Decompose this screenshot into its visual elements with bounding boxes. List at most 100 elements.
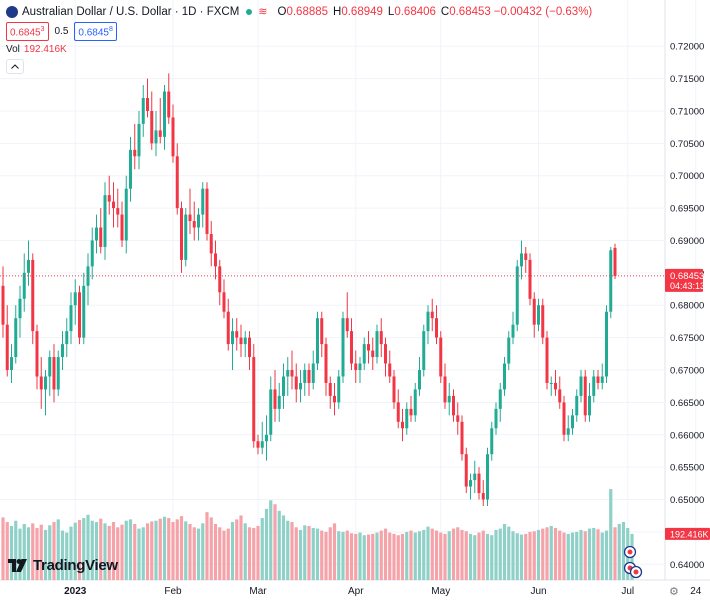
candle-body [371,350,375,358]
candle [532,292,536,338]
candle-body [299,382,302,390]
candle [311,350,315,390]
volume-bar [39,524,43,580]
buy-button[interactable]: 0.68458 [74,22,117,42]
time-tick-label: Feb [164,586,182,597]
candle [61,331,64,370]
candle-body [571,415,574,429]
candle [609,246,613,319]
candle [379,318,383,358]
candle-body [269,389,273,435]
candle-body [239,337,243,345]
volume-bar [290,522,294,580]
volume-bar [22,524,26,580]
candle [613,243,617,279]
price-tick-label: 0.65000 [670,495,704,506]
data-mode-icon[interactable]: ≋ [258,6,268,18]
volume-bar [52,522,56,580]
candle [137,110,141,170]
candle-body [562,402,566,435]
candle [367,331,370,364]
candle-body [22,272,26,299]
tradingview-logo[interactable]: TradingView [8,557,118,574]
volume-bar [477,532,481,580]
volume-bar [99,518,103,580]
candle-body [201,188,205,215]
collapse-legend-button[interactable] [6,59,24,74]
candle [226,298,230,351]
candle-body [141,98,145,124]
candle [469,473,472,500]
candle [447,382,451,416]
volume-bar [90,520,94,580]
volume-bar [409,530,413,580]
candle-body [235,331,239,338]
time-tick-label: Mar [249,586,267,597]
volume-bar [264,508,269,580]
symbol-title[interactable]: Australian Dollar / U.S. Dollar · 1D · F… [22,5,240,18]
candle-body [473,473,477,481]
volume-legend[interactable]: Vol 192.416K [6,44,67,55]
volume-bar [515,533,519,580]
candle-body [541,305,545,338]
volume-bar [128,519,133,580]
volume-bar [133,524,137,580]
symbol-legend[interactable]: Australian Dollar / U.S. Dollar · 1D · F… [6,5,595,18]
volume-bar [31,523,35,580]
candle [86,253,90,306]
candle [524,246,528,273]
candle [163,85,166,150]
volume-bar [294,527,298,580]
candle [571,408,574,435]
price-axis[interactable]: 0.72000 0.71500 0.71000 0.70500 0.70000 0.695… [670,42,704,571]
candle-body [528,259,532,299]
price-tick-label: 0.66500 [670,398,704,409]
candle [205,182,209,241]
volume-value: 192.416K [23,44,67,55]
grid-lines [0,0,710,581]
candle [141,85,145,137]
candle [180,201,183,273]
candle-body [39,376,43,390]
volume-bar [154,520,158,580]
volume-bar [175,519,179,580]
close-label: C [440,5,450,18]
candle [252,344,256,448]
candle-body [367,344,370,351]
volume-bar [507,526,511,580]
candle [439,331,443,383]
candle-body [588,395,591,416]
candle [90,227,94,280]
candle-body [596,376,600,383]
axis-settings-icon[interactable]: ⚙ [669,586,679,598]
price-tick-label: 0.69000 [670,236,704,247]
volume-bar [230,522,235,580]
candle [583,370,587,422]
candle-body [103,195,107,247]
candle [481,480,485,506]
volume-bar [341,531,345,580]
volume-bar [116,527,120,580]
volume-bar [583,531,587,580]
volume-bar [379,530,383,580]
volume-bar [184,521,188,580]
candle-body [146,98,149,111]
candle-body [303,370,307,383]
candle [345,292,349,338]
volume-bar [566,533,570,580]
volume-bar [303,525,307,580]
countdown-label: 04:43:13 [670,281,705,291]
candle-body [350,331,353,364]
candle-body [154,130,158,144]
time-axis[interactable]: 2023 Feb Mar Apr May Jun Jul 24 [64,586,702,597]
candle [473,460,477,494]
volume-bar [243,523,247,580]
volume-bar [345,530,349,580]
candle-body [354,363,358,370]
candle-body [524,253,528,260]
sell-button[interactable]: 0.68453 [6,22,49,42]
candle [133,123,137,170]
candle [222,279,226,319]
